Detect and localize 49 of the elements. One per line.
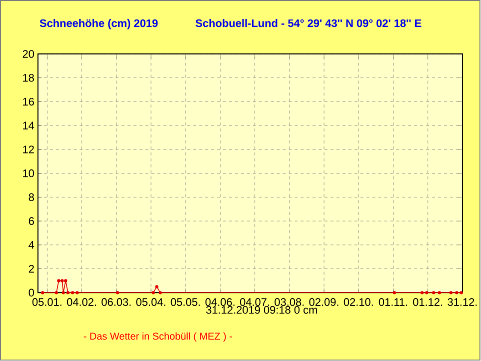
x-tick-label: 05.04. bbox=[136, 298, 166, 306]
point bbox=[155, 285, 158, 288]
y-tick-label: 18 bbox=[23, 74, 34, 82]
y-tick-label: 10 bbox=[23, 170, 34, 178]
chart-title: Schneehöhe (cm) 2019 bbox=[40, 19, 158, 30]
point bbox=[420, 291, 424, 294]
y-tick-label: 12 bbox=[23, 146, 34, 154]
x-tick-label: 31.12. bbox=[448, 298, 477, 306]
x-tick-label: 02.09. bbox=[309, 298, 338, 306]
point bbox=[76, 291, 79, 294]
y-tick-label: 2 bbox=[28, 265, 34, 273]
point bbox=[158, 291, 162, 294]
x-tick-label: 02.10. bbox=[344, 298, 373, 306]
x-tick-label: 01.12. bbox=[413, 298, 442, 306]
x-tick-label: 06.03. bbox=[102, 298, 131, 306]
point bbox=[54, 291, 58, 294]
x-tick-label: 04.06. bbox=[205, 298, 234, 306]
point bbox=[57, 279, 60, 283]
chart-subtitle: Schobuell-Lund - 54° 29' 43'' N 09° 02' 18'' E bbox=[196, 19, 422, 28]
point bbox=[60, 279, 64, 283]
point bbox=[432, 291, 436, 294]
point bbox=[392, 291, 396, 294]
text: - Das Wetter in Schobüll ( MEZ ) - bbox=[84, 332, 232, 342]
y-tick-label: 4 bbox=[28, 241, 34, 249]
point bbox=[460, 291, 463, 294]
x-tick-label: 03.08. bbox=[274, 298, 304, 306]
point bbox=[40, 291, 44, 294]
x-tick-label: 05.05. bbox=[170, 298, 200, 306]
x-tick-label: 04.07. bbox=[240, 298, 270, 306]
point bbox=[455, 291, 458, 294]
y-tick-label: 16 bbox=[23, 98, 34, 106]
text: 31.12.2019 09:18 0 cm bbox=[206, 306, 317, 314]
point bbox=[449, 291, 453, 294]
point bbox=[116, 291, 120, 294]
y-tick-label: 8 bbox=[28, 194, 34, 202]
x-tick-label: 01.11. bbox=[378, 298, 408, 306]
point bbox=[66, 291, 70, 294]
point bbox=[438, 291, 441, 294]
x-tick-label: 04.02. bbox=[66, 298, 96, 306]
y-tick-label: 6 bbox=[28, 217, 34, 226]
point bbox=[425, 291, 428, 294]
point bbox=[152, 291, 155, 294]
y-tick-label: 14 bbox=[23, 122, 34, 130]
point bbox=[62, 291, 65, 294]
y-tick-label: 20 bbox=[22, 50, 34, 58]
point bbox=[64, 279, 68, 283]
x-tick-label: 05.01. bbox=[32, 298, 62, 306]
y-tick-label: 0 bbox=[28, 289, 34, 297]
point bbox=[70, 291, 74, 294]
